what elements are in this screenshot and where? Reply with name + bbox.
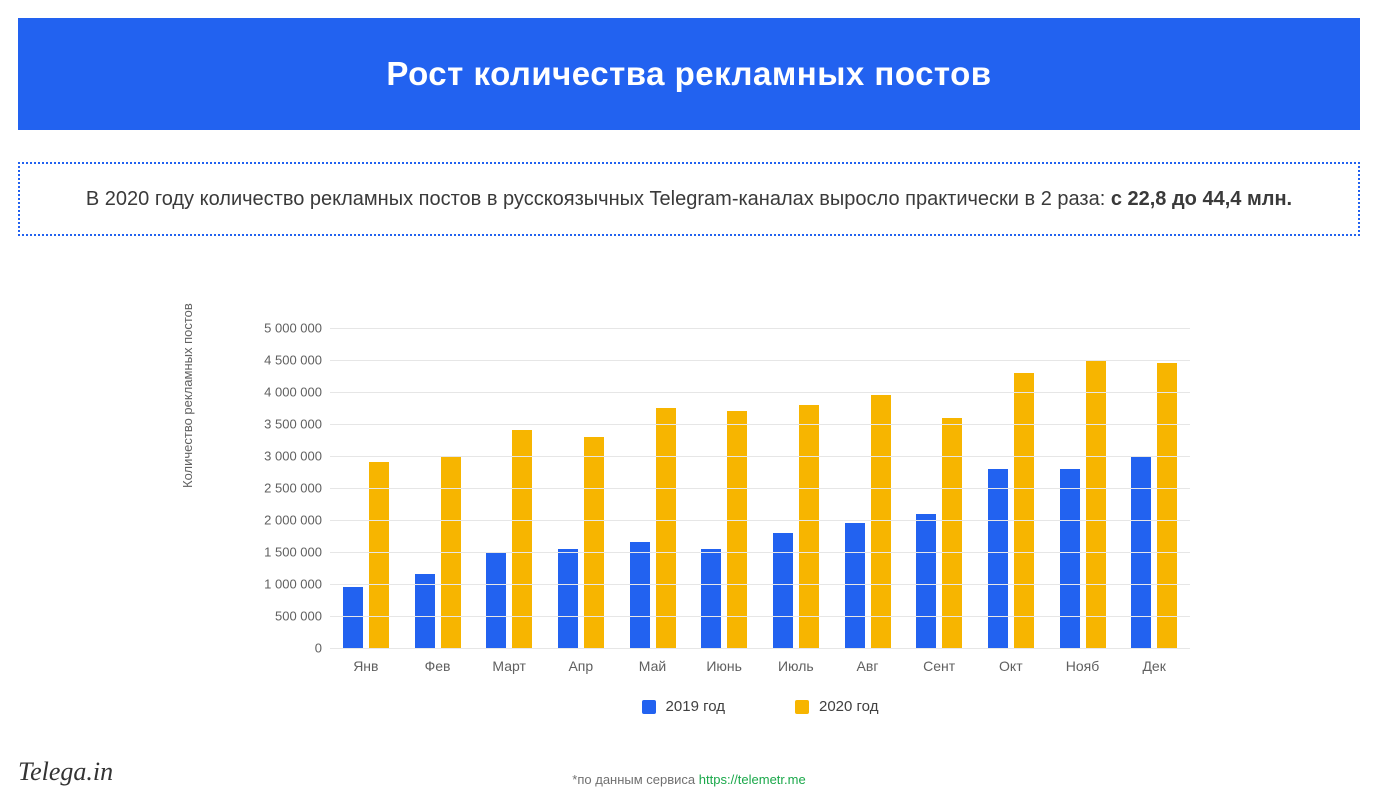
legend-label: 2019 год [666, 698, 725, 715]
y-tick-label: 1 000 000 [264, 577, 322, 592]
bar [630, 542, 650, 648]
bar [1157, 363, 1177, 648]
bar [1060, 469, 1080, 648]
y-tick-label: 2 000 000 [264, 513, 322, 528]
bar [773, 533, 793, 648]
x-tick-label: Нояб [1066, 658, 1100, 674]
header-title: Рост количества рекламных постов [386, 55, 991, 93]
bar [343, 587, 363, 648]
y-tick-label: 4 500 000 [264, 353, 322, 368]
x-tick-label: Март [492, 658, 526, 674]
y-tick-label: 3 000 000 [264, 449, 322, 464]
gridline [330, 456, 1190, 457]
legend-swatch [795, 700, 809, 714]
x-tick-label: Сент [923, 658, 955, 674]
legend-item: 2019 год [642, 698, 725, 715]
plot-area: 0500 0001 000 0001 500 0002 000 0002 500… [330, 328, 1190, 648]
y-tick-label: 0 [315, 641, 322, 656]
description-box: В 2020 году количество рекламных постов … [18, 162, 1360, 236]
gridline [330, 552, 1190, 553]
x-tick-label: Май [639, 658, 666, 674]
y-tick-label: 2 500 000 [264, 481, 322, 496]
legend-label: 2020 год [819, 698, 878, 715]
bar [656, 408, 676, 648]
bar [369, 462, 389, 648]
y-tick-label: 4 000 000 [264, 385, 322, 400]
x-tick-label: Окт [999, 658, 1023, 674]
legend-swatch [642, 700, 656, 714]
x-tick-label: Фев [425, 658, 451, 674]
bar [799, 405, 819, 648]
bar [871, 395, 891, 648]
gridline [330, 392, 1190, 393]
gridline [330, 584, 1190, 585]
legend: 2019 год 2020 год [330, 698, 1190, 715]
bar [1014, 373, 1034, 648]
bar [988, 469, 1008, 648]
gridline [330, 616, 1190, 617]
bar [845, 523, 865, 648]
description-text: В 2020 году количество рекламных постов … [86, 188, 1111, 210]
footer-prefix: *по данным сервиса [572, 772, 698, 787]
bar [727, 411, 747, 648]
x-tick-label: Апр [568, 658, 593, 674]
bar [558, 549, 578, 648]
x-tick-label: Июнь [706, 658, 742, 674]
bar [942, 418, 962, 648]
y-tick-label: 500 000 [275, 609, 322, 624]
legend-item: 2020 год [795, 698, 878, 715]
x-tick-label: Янв [353, 658, 378, 674]
gridline [330, 424, 1190, 425]
gridline [330, 328, 1190, 329]
gridline [330, 648, 1190, 649]
x-tick-label: Июль [778, 658, 814, 674]
bar [916, 514, 936, 648]
header-banner: Рост количества рекламных постов [18, 18, 1360, 130]
gridline [330, 488, 1190, 489]
footer-link[interactable]: https://telemetr.me [699, 772, 806, 787]
x-tick-label: Авг [857, 658, 879, 674]
bar [415, 574, 435, 648]
y-tick-label: 1 500 000 [264, 545, 322, 560]
y-axis-label: Количество рекламных постов [180, 303, 195, 488]
bar [701, 549, 721, 648]
x-tick-label: Дек [1142, 658, 1165, 674]
y-tick-label: 5 000 000 [264, 321, 322, 336]
bar [486, 552, 506, 648]
footer-note: *по данным сервиса https://telemetr.me [572, 772, 805, 787]
bar [1086, 360, 1106, 648]
description-bold: с 22,8 до 44,4 млн. [1111, 188, 1292, 210]
gridline [330, 360, 1190, 361]
y-tick-label: 3 500 000 [264, 417, 322, 432]
chart: Количество рекламных постов 0500 0001 00… [210, 298, 1210, 718]
gridline [330, 520, 1190, 521]
